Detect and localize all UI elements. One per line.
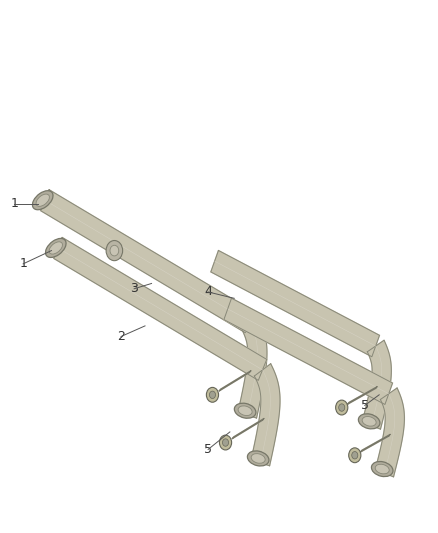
Ellipse shape <box>46 238 66 257</box>
Ellipse shape <box>49 242 63 254</box>
Polygon shape <box>219 370 251 391</box>
Polygon shape <box>232 418 264 439</box>
Text: 1: 1 <box>19 257 27 270</box>
Ellipse shape <box>375 464 389 474</box>
Ellipse shape <box>110 245 119 256</box>
Polygon shape <box>251 364 280 466</box>
Polygon shape <box>347 386 377 405</box>
Text: 5: 5 <box>204 443 212 456</box>
Ellipse shape <box>362 416 376 426</box>
Ellipse shape <box>219 435 232 450</box>
Ellipse shape <box>209 391 215 399</box>
Text: 3: 3 <box>130 282 138 295</box>
Polygon shape <box>360 434 390 452</box>
Polygon shape <box>362 340 391 429</box>
Text: 1: 1 <box>11 197 18 211</box>
Polygon shape <box>54 238 267 381</box>
Ellipse shape <box>223 439 229 446</box>
Polygon shape <box>375 388 404 477</box>
Ellipse shape <box>358 414 380 429</box>
Ellipse shape <box>251 454 265 463</box>
Ellipse shape <box>247 451 269 466</box>
Ellipse shape <box>336 400 348 415</box>
Polygon shape <box>238 316 267 418</box>
Polygon shape <box>211 251 379 357</box>
Text: 4: 4 <box>204 286 212 298</box>
Ellipse shape <box>234 403 256 418</box>
Ellipse shape <box>371 462 393 477</box>
Ellipse shape <box>339 404 345 411</box>
Ellipse shape <box>352 451 358 459</box>
Ellipse shape <box>349 448 361 463</box>
Ellipse shape <box>36 194 49 206</box>
Ellipse shape <box>238 406 252 416</box>
Text: 5: 5 <box>361 399 369 412</box>
Polygon shape <box>41 190 254 333</box>
Text: 2: 2 <box>117 330 125 343</box>
Ellipse shape <box>206 387 219 402</box>
Ellipse shape <box>32 191 53 210</box>
Ellipse shape <box>106 240 123 261</box>
Polygon shape <box>224 298 392 405</box>
